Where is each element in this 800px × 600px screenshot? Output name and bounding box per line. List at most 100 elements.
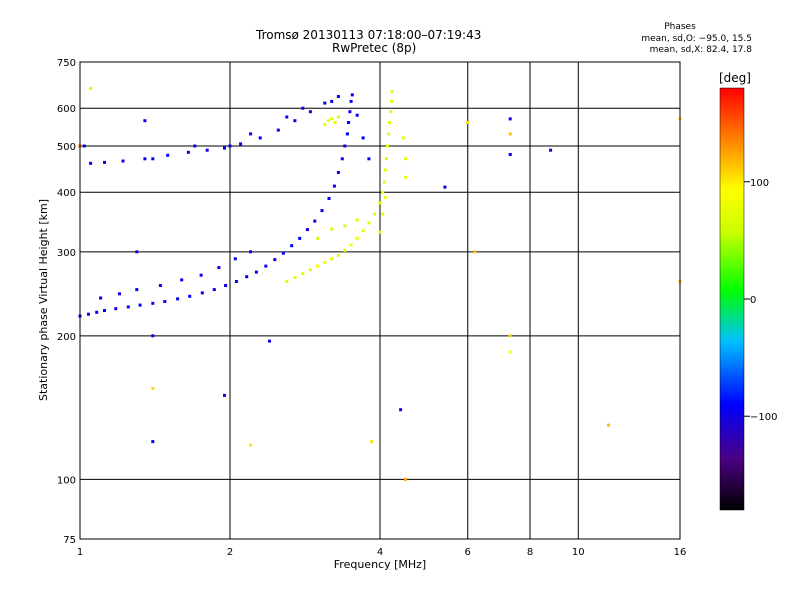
data-point [385,144,389,148]
data-point [355,113,359,117]
data-point [350,93,354,97]
data-point [336,95,340,98]
data-point [95,310,99,314]
data-point [126,305,130,309]
x-tick-label: 2 [227,547,233,558]
data-point [249,132,253,136]
data-point [249,443,253,447]
data-point [273,258,277,262]
data-point [151,440,155,444]
data-point [180,278,184,282]
data-point [508,153,512,156]
x-tick-label: 16 [674,547,687,558]
data-point [347,121,351,124]
y-tick-label: 100 [57,475,76,486]
data-point [401,136,405,140]
data-point [367,221,371,225]
data-point [399,408,403,412]
data-point [193,144,197,148]
data-point [508,350,512,354]
data-point [348,110,352,114]
data-point [387,132,390,136]
data-point [223,146,226,150]
chart-subtitle: RwPretec (8p) [332,41,417,55]
data-point [103,309,106,312]
data-point [388,121,391,124]
data-point [293,119,297,123]
data-point [323,260,327,264]
data-point [443,185,447,189]
data-point [151,157,155,161]
data-point [389,110,393,114]
phase-stats-x: mean, sd,X: 82.4, 17.8 [649,45,752,55]
data-point [323,101,327,105]
data-point [333,121,337,124]
data-point [205,148,209,152]
data-point [381,212,385,216]
y-tick-label: 75 [63,535,76,546]
data-point [345,132,349,136]
data-point [138,303,142,307]
data-point [361,136,365,140]
data-point [343,248,347,252]
data-point [143,119,147,123]
data-point [330,99,334,103]
data-point [370,440,374,444]
colorbar [719,87,745,511]
x-tick-label: 8 [527,547,533,558]
data-point [176,297,180,301]
data-point [336,171,340,174]
data-point [355,218,359,222]
data-point [186,150,190,154]
data-point [326,119,330,123]
data-point [382,180,386,184]
data-point [285,115,289,119]
data-point [308,268,312,272]
x-tick-label: 4 [377,547,383,558]
phase-stats-o: mean, sd,O: −95.0, 15.5 [641,34,752,44]
data-point [234,280,238,283]
colorbar-tick-label: 100 [750,178,769,189]
data-point [305,228,309,232]
data-point [336,253,340,257]
data-point [293,276,297,279]
data-point [82,144,86,148]
data-point [298,236,302,240]
y-tick-labels: 75 100 200 300 400 500 600 750 [57,58,76,546]
data-point [276,128,280,132]
y-tick-label: 500 [57,142,76,153]
data-point [313,219,317,223]
data-point [381,190,385,194]
data-point [466,121,470,124]
data-point [233,257,237,261]
plot-frame [79,61,681,540]
data-point [390,90,394,94]
y-tick-label: 300 [57,248,76,259]
data-point [404,175,407,179]
data-point [332,184,336,188]
data-point [340,157,344,161]
data-point [200,291,204,295]
data-point [316,236,320,240]
data-point [163,300,167,303]
data-point [508,132,512,136]
data-point [143,157,147,161]
data-point [349,243,353,247]
data-point [217,266,221,270]
data-point [103,160,106,164]
data-point [301,272,305,276]
data-point [316,264,320,268]
x-tick-label: 10 [572,547,585,558]
data-point [330,117,334,121]
data-point [135,288,139,292]
data-point [223,393,226,397]
x-tick-label: 1 [77,547,83,558]
data-point [508,334,512,338]
y-tick-label: 750 [57,58,76,69]
data-point [308,110,312,114]
data-point [336,115,340,119]
chart-title: Tromsø 20130113 07:18:00–07:19:43 [256,28,482,42]
phase-stats-title: Phases [664,22,696,32]
data-point [330,227,334,231]
data-point [355,236,359,240]
